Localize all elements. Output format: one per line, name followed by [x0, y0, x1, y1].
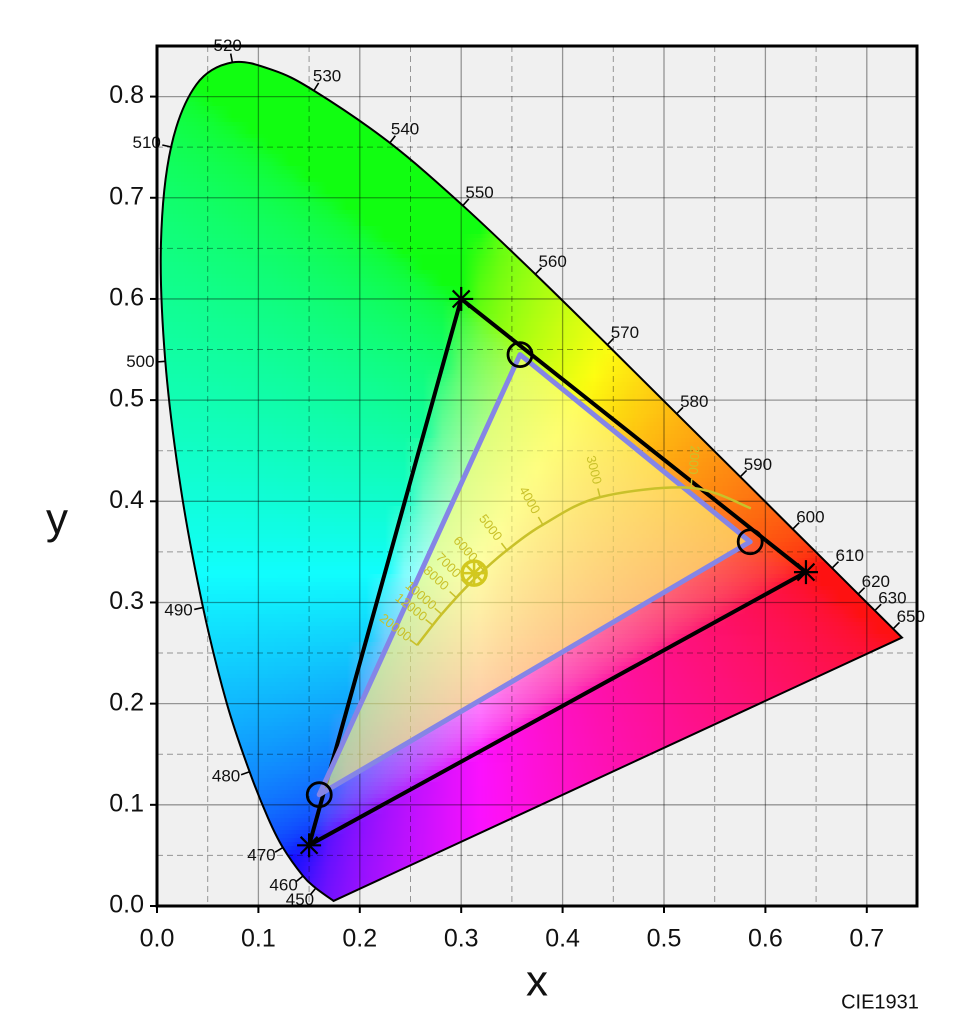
page: {"chart_data": { "type": "chromaticity",…: [46, 36, 925, 1014]
chart: 4504604704804905005105205305405505605705…: [46, 36, 925, 1013]
